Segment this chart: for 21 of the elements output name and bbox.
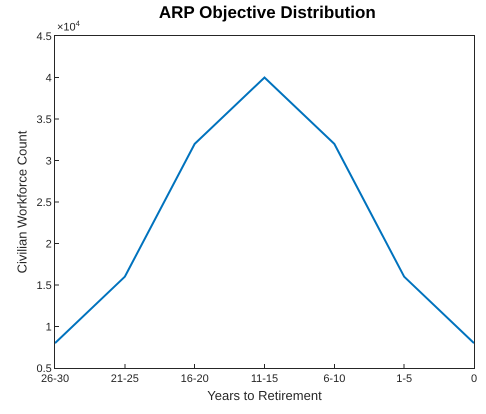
y-tick-label: 2: [46, 238, 52, 250]
y-tick-label: 2.5: [36, 196, 52, 209]
y-tick-label: 0.5: [36, 362, 52, 375]
y-tick-label: 3: [46, 155, 52, 168]
x-tick-label: 26-30: [40, 373, 70, 386]
x-tick-label: 16-20: [180, 373, 209, 386]
y-tick-label: 4: [46, 72, 52, 84]
x-tick-label: 11-15: [250, 373, 278, 386]
x-axis-title: Years to Retirement: [207, 388, 322, 403]
y-axis-title: Civilian Workforce Count: [14, 130, 30, 274]
text: ×10$^{4}$: [57, 19, 81, 34]
y-tick-label: 1.5: [36, 280, 52, 292]
x-tick-label: 6-10: [323, 373, 346, 386]
x-tick-label: 0: [470, 373, 478, 386]
chart-title: ARP Objective Distribution: [158, 3, 376, 22]
line-series: [55, 76, 474, 344]
y-tick-label: 4.5: [36, 30, 52, 43]
y-tick-label: 1: [46, 321, 52, 334]
x-tick-label: 21-25: [110, 373, 139, 386]
x-tick-label: 1-5: [396, 373, 412, 386]
y-tick-label: 3.5: [36, 114, 52, 126]
